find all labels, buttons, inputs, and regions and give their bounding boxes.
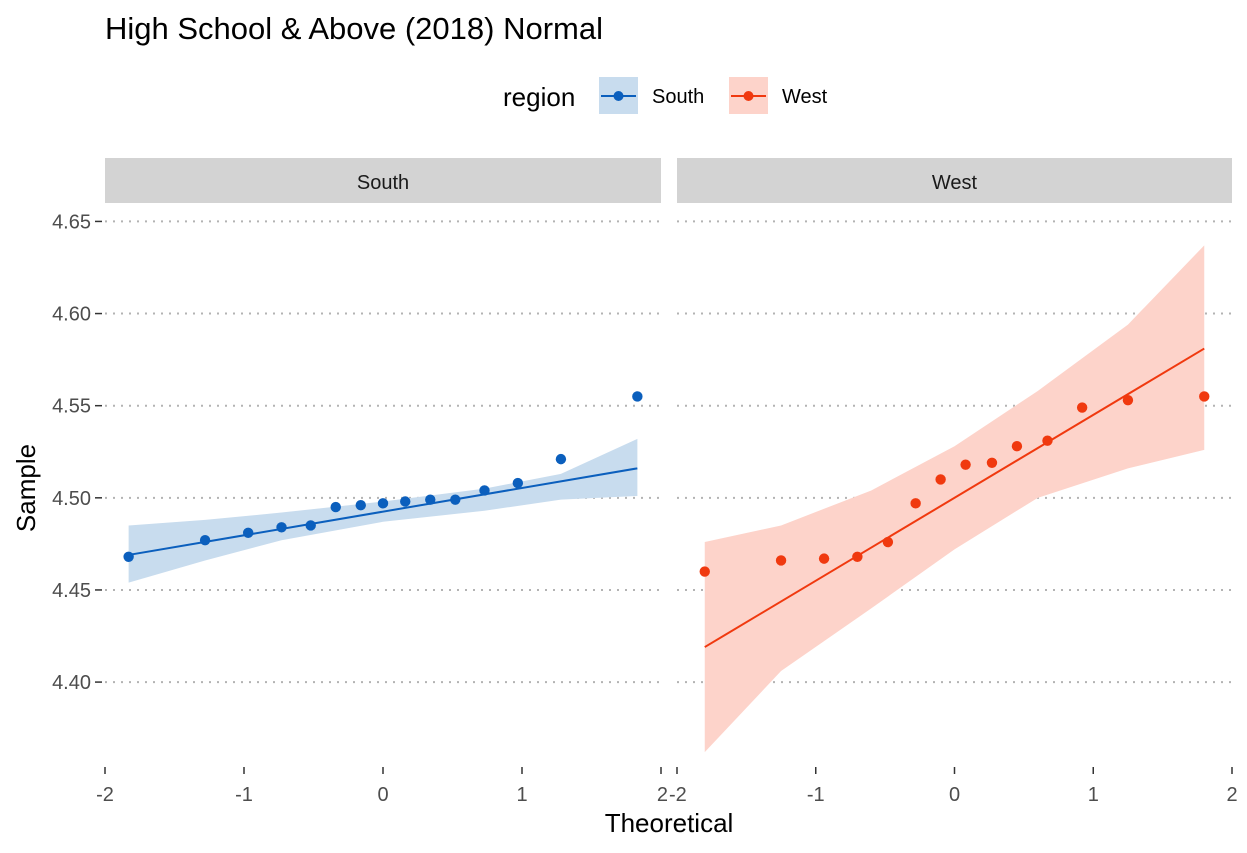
legend: region South West	[503, 77, 828, 114]
data-point-west	[1042, 435, 1053, 446]
facet-strip-west	[677, 158, 1232, 203]
x-tick-label: 1	[516, 784, 527, 806]
data-point-south	[305, 520, 316, 531]
x-tick-label: 0	[377, 784, 388, 806]
y-axis-title: Sample	[11, 444, 41, 532]
legend-title: region	[503, 82, 575, 112]
data-point-west	[910, 498, 921, 509]
data-points	[123, 391, 1210, 577]
data-point-south	[555, 453, 567, 465]
data-point-south	[450, 494, 461, 505]
facet-strips: South West	[105, 158, 1232, 203]
reference-line-west	[704, 347, 1205, 648]
data-point-west	[882, 536, 894, 548]
data-point-west	[699, 566, 710, 577]
data-point-south	[355, 499, 366, 511]
y-tick-label: 4.40	[52, 672, 91, 694]
data-point-south	[199, 535, 211, 546]
data-point-south	[479, 485, 490, 496]
y-tick-label: 4.65	[52, 211, 91, 233]
legend-key-south	[599, 77, 638, 114]
legend-key-south-dot	[613, 91, 624, 101]
legend-key-west	[729, 77, 768, 114]
data-point-west	[1122, 394, 1134, 406]
data-point-west	[1199, 391, 1210, 402]
data-point-west	[818, 553, 830, 564]
y-axis: 4.40 4.45 4.50 4.55 4.60 4.65	[52, 211, 102, 694]
y-tick-label: 4.55	[52, 396, 91, 418]
data-point-south	[242, 527, 254, 539]
data-point-south	[632, 391, 643, 402]
x-axis: -2 -1 0 1 2 -2 -1 0 1 2	[96, 767, 1238, 806]
x-tick-label: 0	[949, 784, 960, 806]
x-tick-label: -1	[807, 784, 825, 806]
x-tick-label: 1	[1088, 784, 1099, 806]
legend-label-south: South	[652, 86, 704, 108]
data-point-south	[512, 477, 524, 489]
reference-lines	[128, 347, 1205, 648]
y-tick-label: 4.50	[52, 488, 91, 510]
x-tick-label: -1	[235, 784, 253, 806]
chart-title: High School & Above (2018) Normal	[105, 11, 603, 46]
facet-strip-label-south: South	[357, 172, 409, 194]
reference-line-south	[128, 467, 638, 556]
data-point-south	[425, 494, 436, 505]
data-point-west	[775, 555, 787, 566]
data-point-south	[330, 501, 341, 513]
facet-strip-label-west: West	[932, 172, 978, 194]
data-point-south	[276, 522, 287, 533]
legend-label-west: West	[782, 86, 828, 108]
y-tick-label: 4.45	[52, 580, 91, 602]
data-point-west	[1011, 441, 1023, 452]
data-point-west	[852, 551, 863, 562]
x-tick-label: 2	[657, 784, 668, 806]
data-point-south	[377, 498, 389, 509]
data-point-west	[1076, 402, 1088, 413]
facet-strip-south	[105, 158, 661, 203]
data-point-west	[960, 459, 971, 470]
x-tick-label: 2	[1226, 784, 1237, 806]
data-point-south	[123, 551, 134, 562]
y-tick-label: 4.60	[52, 304, 91, 326]
x-tick-label: -2	[669, 784, 687, 806]
data-point-south	[400, 496, 411, 507]
x-tick-label: -2	[96, 784, 114, 806]
data-point-west	[986, 457, 998, 469]
legend-key-west-dot	[743, 91, 754, 101]
data-point-west	[935, 474, 946, 485]
x-axis-title: Theoretical	[605, 808, 734, 838]
